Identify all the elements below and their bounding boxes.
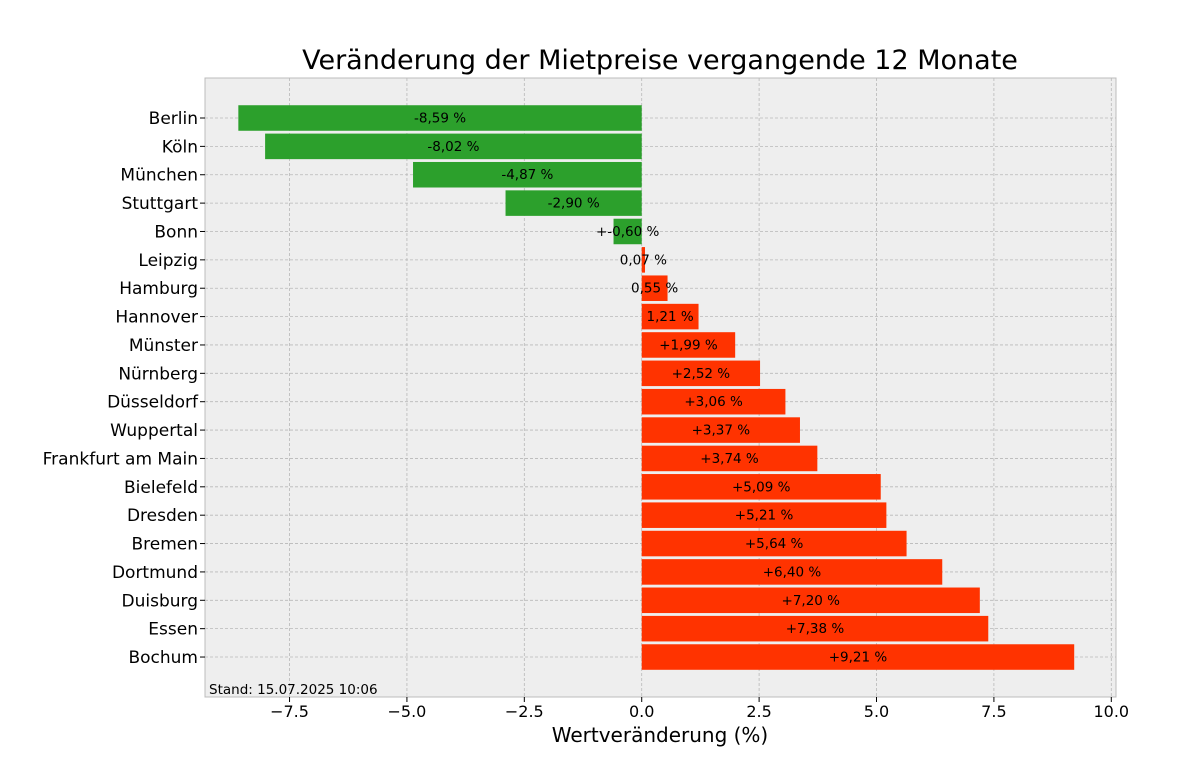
bar — [238, 105, 642, 131]
data-label: -8,59 % — [414, 111, 466, 127]
data-label: +3,06 % — [684, 394, 743, 410]
x-axis-label: Wertveränderung (%) — [552, 723, 769, 747]
data-label: +3,37 % — [692, 423, 751, 439]
y-tick-label: Hannover — [115, 308, 198, 328]
x-tick-label: −2.5 — [505, 702, 544, 721]
chart-title: Veränderung der Mietpreise vergangende 1… — [302, 45, 1018, 76]
bar — [641, 332, 736, 358]
x-tick-label: 7.5 — [981, 702, 1006, 721]
bar — [641, 247, 646, 273]
bar — [641, 502, 887, 528]
bar — [641, 275, 668, 301]
data-label: +2,52 % — [672, 366, 731, 382]
data-label: 1,21 % — [647, 309, 694, 325]
data-label: +5,21 % — [735, 508, 794, 524]
data-label: +6,40 % — [763, 564, 822, 580]
bar — [265, 133, 642, 160]
data-label: +3,74 % — [700, 451, 759, 467]
data-label: -8,02 % — [427, 139, 479, 155]
x-tick-label: 0.0 — [629, 702, 654, 721]
y-tick-label: Münster — [129, 336, 198, 356]
bar — [505, 190, 642, 216]
x-axis: −7.5 −5.0 −2.5 0.0 2.5 5.0 7.5 10.0 — [270, 697, 1129, 721]
x-tick-label: −7.5 — [270, 702, 309, 721]
x-tick-label: 2.5 — [746, 702, 771, 721]
y-tick-label: Dresden — [127, 506, 198, 526]
y-tick-label: Leipzig — [138, 251, 198, 271]
y-tick-label: Bielefeld — [124, 478, 198, 498]
timestamp-note: Stand: 15.07.2025 10:06 — [209, 682, 378, 698]
y-tick-label: Frankfurt am Main — [43, 449, 198, 469]
x-tick-label: −5.0 — [387, 702, 426, 721]
data-labels: -8,59 % -8,02 % -4,87 % -2,90 % +-0,60 % 0,07… — [414, 111, 887, 666]
data-label: +5,64 % — [745, 536, 804, 552]
bar — [641, 530, 907, 557]
data-label: 0,07 % — [620, 252, 667, 268]
bar — [641, 474, 881, 500]
y-tick-label: Bonn — [154, 222, 198, 242]
data-label: -2,90 % — [548, 196, 600, 212]
bar — [641, 559, 943, 585]
data-label: +5,09 % — [732, 479, 791, 495]
y-tick-label: Stuttgart — [122, 194, 199, 214]
y-tick-label: Dortmund — [112, 563, 198, 583]
bar — [413, 161, 642, 188]
y-tick-label: Köln — [162, 137, 198, 157]
y-tick-label: Nürnberg — [118, 364, 198, 384]
data-label: +-0,60 % — [596, 224, 660, 240]
data-label: +7,38 % — [786, 621, 845, 637]
data-label: 0,55 % — [631, 281, 678, 297]
data-label: +1,99 % — [659, 337, 718, 353]
data-label: +7,20 % — [782, 593, 841, 609]
y-tick-label: Hamburg — [119, 279, 198, 299]
y-tick-label: Düsseldorf — [107, 393, 199, 413]
bar — [641, 644, 1075, 670]
data-label: -4,87 % — [501, 167, 553, 183]
y-tick-label: Wuppertal — [110, 421, 198, 441]
bar — [613, 218, 642, 245]
y-tick-label: Duisburg — [122, 591, 199, 611]
bar — [641, 445, 818, 472]
y-tick-label: Berlin — [149, 109, 198, 129]
data-label: +9,21 % — [829, 650, 888, 666]
x-tick-label: 5.0 — [864, 702, 889, 721]
bar — [641, 360, 761, 387]
y-tick-label: München — [120, 166, 198, 186]
bar — [641, 388, 786, 415]
y-tick-label: Bochum — [128, 648, 198, 668]
bar — [641, 303, 699, 330]
y-tick-label: Essen — [148, 620, 198, 640]
bar — [641, 615, 989, 642]
bar — [641, 417, 800, 443]
x-tick-label: 10.0 — [1093, 702, 1129, 721]
bar — [641, 587, 980, 614]
bars — [238, 105, 1075, 670]
y-axis: Berlin Köln München Stuttgart Bonn Leipzig Ham… — [43, 109, 205, 668]
y-tick-label: Bremen — [131, 535, 198, 555]
